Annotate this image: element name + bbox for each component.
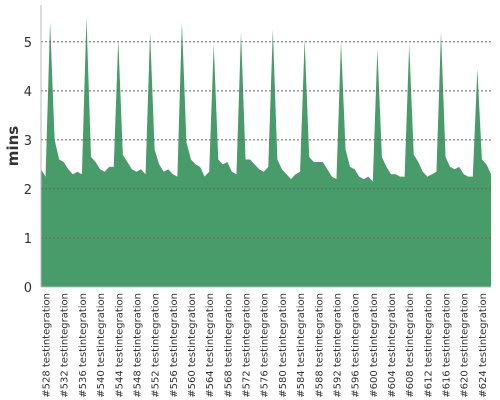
x-tick-label: #552 testintegration xyxy=(151,293,162,398)
x-tick-label: #572 testintegration xyxy=(242,293,253,398)
x-tick-label: #556 testintegration xyxy=(169,293,180,398)
x-tick-label: #600 testintegration xyxy=(369,293,380,398)
y-tick-label: 1 xyxy=(24,232,32,247)
x-tick-label: #564 testintegration xyxy=(205,293,216,398)
x-tick-label: #580 testintegration xyxy=(278,293,289,398)
y-tick-label: 5 xyxy=(24,36,32,51)
x-tick-label: #616 testintegration xyxy=(442,293,453,398)
x-tick-label: #604 testintegration xyxy=(387,293,398,398)
x-tick-label: #576 testintegration xyxy=(260,293,271,398)
x-tick-label: #612 testintegration xyxy=(423,293,434,398)
x-tick-label: #592 testintegration xyxy=(332,293,343,398)
y-tick-label: 4 xyxy=(24,85,32,100)
x-tick-label: #532 testintegration xyxy=(60,293,71,398)
area xyxy=(41,17,491,288)
x-tick-label: #596 testintegration xyxy=(351,293,362,398)
x-tick-label: #536 testintegration xyxy=(78,293,89,398)
x-tick-label: #568 testintegration xyxy=(223,293,234,398)
x-tick-label: #608 testintegration xyxy=(405,293,416,398)
x-tick-label: #560 testintegration xyxy=(187,293,198,398)
x-tick-label: #588 testintegration xyxy=(314,293,325,398)
x-tick-label: #544 testintegration xyxy=(114,293,125,398)
x-tick-label: #584 testintegration xyxy=(296,293,307,398)
y-tick-label: 2 xyxy=(24,183,32,198)
x-tick-label: #540 testintegration xyxy=(96,293,107,398)
x-tick-label: #620 testintegration xyxy=(460,293,471,398)
x-tick-label: #528 testintegration xyxy=(42,293,53,398)
x-tick-label: #548 testintegration xyxy=(132,293,143,398)
y-tick-label: 0 xyxy=(24,281,32,296)
y-tick-label: 3 xyxy=(24,134,32,149)
y-axis-label: mins xyxy=(4,126,22,166)
x-tick-label: #624 testintegration xyxy=(478,293,489,398)
